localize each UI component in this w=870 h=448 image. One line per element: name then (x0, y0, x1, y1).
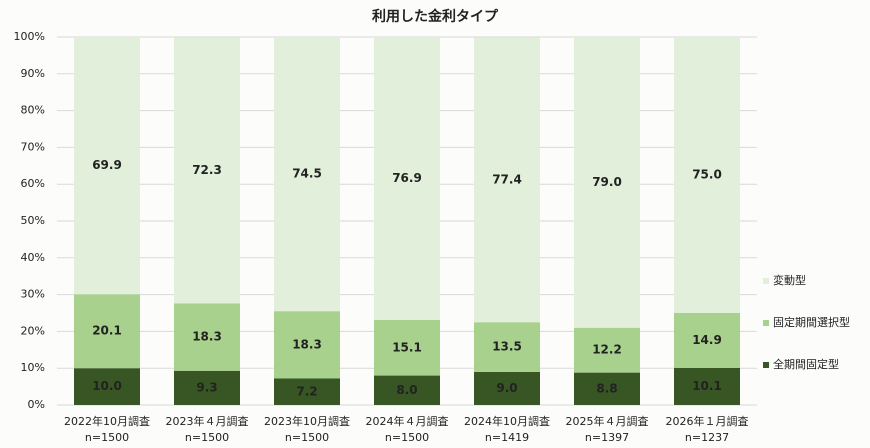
x-tick-label: 2024年４月調査 (366, 414, 449, 428)
value-label: 14.9 (692, 333, 722, 347)
bar-segment (674, 313, 740, 368)
value-label: 18.3 (192, 330, 222, 344)
y-tick-label: 80% (21, 104, 45, 117)
x-tick-label: 2022年10月調査 (64, 414, 150, 428)
sample-size-label: n=1500 (85, 431, 129, 444)
bar-segment (474, 371, 540, 405)
bar-segment (174, 370, 240, 405)
y-tick-label: 30% (21, 288, 45, 301)
value-label: 10.0 (92, 379, 122, 393)
y-tick-label: 10% (21, 361, 45, 374)
value-label: 77.4 (492, 172, 522, 186)
legend-label: 全期間固定型 (773, 357, 839, 371)
value-label: 20.1 (92, 324, 122, 338)
legend-swatch (763, 320, 769, 326)
value-label: 75.0 (692, 168, 722, 182)
value-label: 7.2 (296, 384, 317, 398)
value-label: 9.3 (196, 380, 217, 394)
value-label: 15.1 (392, 340, 422, 354)
value-label: 79.0 (592, 175, 622, 189)
y-tick-label: 20% (21, 324, 45, 337)
y-tick-label: 40% (21, 251, 45, 264)
x-tick-label: 2024年10月調査 (464, 414, 550, 428)
sample-size-label: n=1500 (285, 431, 329, 444)
y-tick-label: 100% (14, 30, 45, 43)
y-tick-label: 70% (21, 140, 45, 153)
bar-segment (174, 37, 240, 304)
bar-segment (574, 327, 640, 373)
sample-size-label: n=1397 (585, 431, 629, 444)
value-label: 76.9 (392, 171, 422, 185)
y-tick-label: 0% (28, 398, 45, 411)
y-tick-label: 60% (21, 177, 45, 190)
sample-size-label: n=1419 (485, 431, 529, 444)
bar-segment (674, 367, 740, 405)
bar-segment (274, 311, 340, 379)
value-label: 9.0 (496, 381, 517, 395)
value-label: 69.9 (92, 158, 122, 172)
x-tick-label: 2023年10月調査 (264, 414, 350, 428)
legend-swatch (763, 278, 769, 284)
value-label: 74.5 (292, 167, 322, 181)
sample-size-label: n=1237 (685, 431, 729, 444)
bar-segment (74, 37, 140, 295)
x-tick-label: 2023年４月調査 (166, 414, 249, 428)
bar-segment (574, 372, 640, 405)
x-tick-label: 2025年４月調査 (566, 414, 649, 428)
bar-segment (374, 375, 440, 405)
y-tick-label: 90% (21, 67, 45, 80)
sample-size-label: n=1500 (185, 431, 229, 444)
value-label: 8.8 (596, 381, 617, 395)
y-tick-label: 50% (21, 214, 45, 227)
value-label: 12.2 (592, 343, 622, 357)
bar-segment (574, 37, 640, 328)
x-tick-label: 2026年１月調査 (666, 414, 749, 428)
value-label: 72.3 (192, 163, 222, 177)
bar-segment (374, 37, 440, 320)
value-label: 10.1 (692, 379, 722, 393)
value-label: 13.5 (492, 340, 522, 354)
value-label: 18.3 (292, 337, 322, 351)
bar-segment (74, 294, 140, 369)
chart-title: 利用した金利タイプ (372, 8, 499, 25)
bar-segment (374, 319, 440, 376)
bar-segment (274, 378, 340, 405)
bar-segment (674, 37, 740, 313)
bar-segment (74, 368, 140, 405)
bar-segment (274, 37, 340, 312)
legend-label: 固定期間選択型 (773, 315, 850, 329)
bar-segment (474, 322, 540, 372)
bar-segment (174, 303, 240, 371)
bar-segment (474, 37, 540, 323)
legend-label: 変動型 (773, 273, 806, 287)
sample-size-label: n=1500 (385, 431, 429, 444)
value-label: 8.0 (396, 383, 417, 397)
legend-swatch (763, 362, 769, 368)
